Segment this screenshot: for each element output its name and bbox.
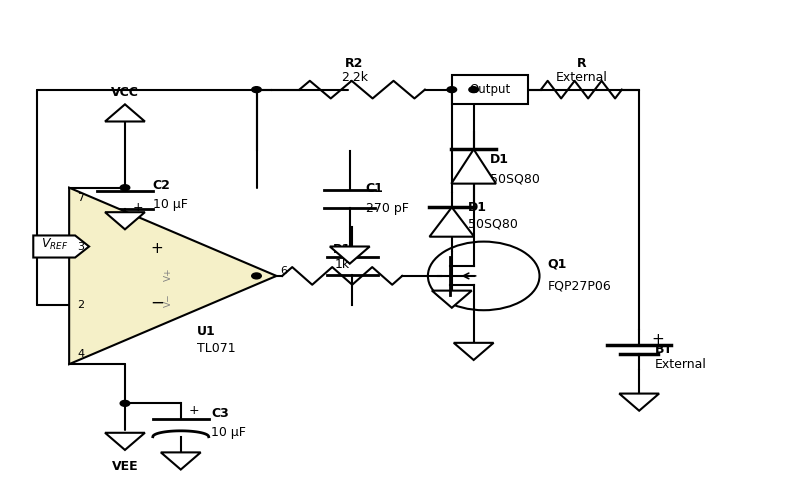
Polygon shape xyxy=(105,105,145,121)
Polygon shape xyxy=(451,149,496,183)
Text: Output: Output xyxy=(469,83,510,96)
Polygon shape xyxy=(105,212,145,229)
Text: +: + xyxy=(189,404,199,417)
Circle shape xyxy=(447,87,457,93)
Polygon shape xyxy=(330,246,370,264)
Text: 2: 2 xyxy=(77,300,84,310)
Text: V−: V− xyxy=(164,294,174,307)
Text: 4: 4 xyxy=(77,349,84,359)
FancyBboxPatch shape xyxy=(452,75,527,105)
Text: 6: 6 xyxy=(281,266,287,276)
Text: Q1: Q1 xyxy=(547,257,567,270)
Circle shape xyxy=(252,273,262,279)
Polygon shape xyxy=(161,453,201,469)
Polygon shape xyxy=(619,393,659,411)
Text: C2: C2 xyxy=(153,179,170,192)
Circle shape xyxy=(120,185,130,191)
Polygon shape xyxy=(34,236,89,257)
Text: 50SQ80: 50SQ80 xyxy=(468,218,518,231)
Text: FQP27P06: FQP27P06 xyxy=(547,279,611,292)
Text: −: − xyxy=(150,294,164,312)
Polygon shape xyxy=(454,343,494,360)
Polygon shape xyxy=(432,290,472,308)
Circle shape xyxy=(252,87,262,93)
Text: VCC: VCC xyxy=(111,86,139,100)
Text: VEE: VEE xyxy=(112,460,138,473)
Text: External: External xyxy=(555,71,607,84)
Circle shape xyxy=(120,400,130,406)
Text: +: + xyxy=(150,242,163,256)
Text: 2.2k: 2.2k xyxy=(341,71,368,84)
Text: TL071: TL071 xyxy=(197,342,235,355)
Circle shape xyxy=(469,87,478,93)
Text: D1: D1 xyxy=(468,201,486,214)
Text: 50SQ80: 50SQ80 xyxy=(490,172,539,185)
Text: U1: U1 xyxy=(197,325,215,338)
Text: $V_{REF}$: $V_{REF}$ xyxy=(41,237,68,251)
Text: 10 μF: 10 μF xyxy=(211,426,246,439)
Text: 3: 3 xyxy=(77,242,84,251)
Text: 1k: 1k xyxy=(334,258,350,271)
Polygon shape xyxy=(69,188,277,364)
Text: 10 μF: 10 μF xyxy=(153,198,188,211)
Polygon shape xyxy=(105,433,145,450)
Text: External: External xyxy=(655,357,707,371)
Polygon shape xyxy=(430,207,474,237)
Text: V+: V+ xyxy=(164,268,174,281)
Text: R1: R1 xyxy=(333,244,351,256)
Text: C3: C3 xyxy=(211,407,229,420)
Text: R: R xyxy=(577,57,586,70)
Text: D1: D1 xyxy=(490,153,509,166)
Text: +: + xyxy=(651,332,664,347)
Text: 270 pF: 270 pF xyxy=(366,202,409,215)
Text: BT: BT xyxy=(655,343,674,356)
Text: C1: C1 xyxy=(366,182,383,195)
Text: +: + xyxy=(133,201,143,214)
Text: 7: 7 xyxy=(77,193,84,203)
Text: R2: R2 xyxy=(345,57,363,70)
